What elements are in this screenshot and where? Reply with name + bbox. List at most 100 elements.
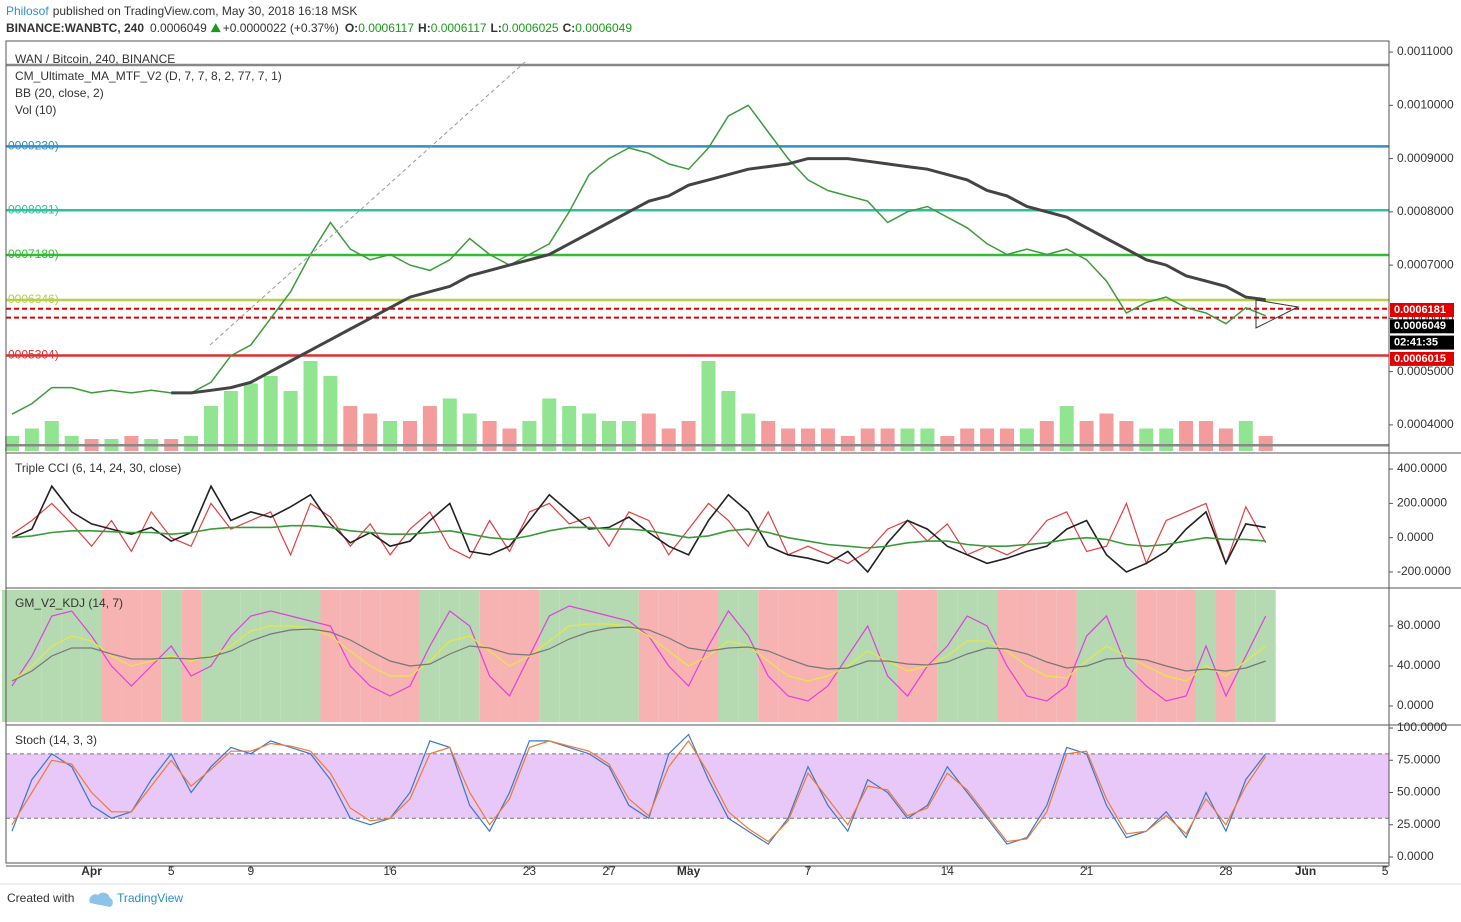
- y-tick-label: 50.0000: [1397, 785, 1441, 799]
- volume-bar: [681, 421, 696, 451]
- volume-bar: [940, 436, 955, 451]
- price-label-box: [1390, 351, 1454, 366]
- level-label: 0006346): [8, 292, 59, 306]
- volume-bar: [701, 361, 716, 451]
- header-line: Philosof published on TradingView.com, Ma…: [6, 4, 357, 18]
- kdj-zone: [1136, 590, 1157, 722]
- x-tick-label: 16: [383, 864, 397, 878]
- y-tick-label: 0.0010000: [1397, 97, 1454, 111]
- kdj-zone: [599, 590, 619, 722]
- level-label: 0008031): [8, 202, 59, 216]
- price-label: 0.0006015: [1394, 353, 1446, 365]
- ohlc-key: O:: [345, 21, 358, 35]
- kdj-zone: [1096, 590, 1117, 722]
- x-tick-label: Jun: [1295, 864, 1316, 878]
- legend-text: WAN / Bitcoin, 240, BINANCE: [15, 52, 175, 66]
- volume-bar: [980, 428, 995, 451]
- x-tick-label: 27: [602, 864, 616, 878]
- volume-bar: [303, 361, 318, 451]
- volume-bar: [44, 421, 59, 451]
- kdj-zone: [957, 590, 978, 722]
- kdj-zone: [798, 590, 818, 722]
- volume-bar: [1119, 421, 1134, 451]
- kdj-zone: [997, 590, 1017, 722]
- volume-bar: [1258, 436, 1273, 451]
- volume-bar: [363, 413, 378, 451]
- kdj-zone: [1156, 590, 1177, 722]
- volume-bar: [5, 436, 19, 451]
- volume-bar: [721, 391, 736, 451]
- kdj-zone: [360, 590, 381, 722]
- series-line: [171, 157, 1266, 395]
- volume-bar: [900, 428, 915, 451]
- volume-bar: [820, 428, 835, 451]
- volume-bar: [582, 413, 597, 451]
- y-tick-label: 0.0011000: [1397, 44, 1453, 58]
- volume-bar: [482, 421, 497, 451]
- series-line: [11, 623, 1267, 682]
- plot-area: 0.00040000.00050000.00060000.00070000.00…: [2, 41, 1461, 878]
- volume-bar: [781, 428, 796, 451]
- kdj-zone: [718, 590, 739, 722]
- volume-bar: [1000, 428, 1014, 451]
- volume-bar: [383, 421, 398, 451]
- x-tick-label: 21: [1080, 864, 1094, 878]
- y-tick-label: 400.0000: [1397, 461, 1447, 475]
- stoch-band: [6, 753, 1389, 819]
- x-tick-label: 9: [247, 864, 254, 878]
- volume-bar: [1238, 421, 1253, 451]
- last-price: 0.0006049: [150, 21, 207, 35]
- volume-bar: [920, 428, 935, 451]
- volume-bar: [462, 413, 477, 451]
- legend-text: Vol (10): [15, 103, 56, 117]
- kdj-zone: [121, 590, 142, 722]
- volume-bar: [184, 436, 199, 451]
- volume-bar: [602, 421, 616, 451]
- published: published on TradingView.com, May 30, 20…: [53, 4, 358, 18]
- volume-bar: [1019, 428, 1034, 451]
- symbol-line: BINANCE:WANBTC, 240 0.0006049 +0.0000022 (…: [6, 21, 632, 35]
- price-label: 0.0006049: [1394, 320, 1446, 332]
- ohlc-key: L:: [491, 21, 502, 35]
- kdj-zone: [857, 590, 878, 722]
- kdj-zone: [579, 590, 600, 722]
- legend-text: BB (20, close, 2): [15, 86, 104, 100]
- volume-bar: [1139, 428, 1154, 451]
- frame: [5, 40, 1390, 864]
- y-tick-label: -200.0000: [1397, 564, 1451, 578]
- kdj-zone: [2, 590, 22, 722]
- kdj-zone: [1176, 590, 1197, 722]
- y-tick-label: 200.0000: [1397, 496, 1447, 510]
- x-tick-label: May: [677, 864, 701, 878]
- series-line: [11, 733, 1267, 845]
- y-tick-label: 100.0000: [1397, 720, 1447, 734]
- volume-bar: [1079, 421, 1094, 451]
- volume-bar: [542, 398, 557, 451]
- ohlc-key: H:: [418, 21, 431, 35]
- kdj-zone: [459, 590, 480, 722]
- kdj-zone: [181, 590, 202, 722]
- volume-bar: [621, 421, 636, 451]
- kdj-zone: [778, 590, 799, 722]
- change: +0.0000022 (+0.37%): [223, 21, 339, 35]
- x-tick-label: 23: [523, 864, 537, 878]
- level-label: 0007189): [8, 247, 59, 261]
- trend-line: [209, 61, 526, 346]
- level-label: 0009230): [8, 139, 59, 153]
- volume-bar: [840, 436, 855, 451]
- kdj-zone: [877, 590, 898, 722]
- ohlc-value: 0.0006049: [575, 21, 632, 35]
- footer-brand[interactable]: TradingView: [117, 891, 183, 905]
- footer-text: Created with: [7, 891, 74, 905]
- kdj-zone: [439, 590, 460, 722]
- y-tick-label: 0.0008000: [1397, 204, 1454, 218]
- price-label-box: [1390, 303, 1454, 317]
- kdj-zone: [1016, 590, 1037, 722]
- kdj-zone: [479, 590, 500, 722]
- legend-text: CM_Ultimate_MA_MTF_V2 (D, 7, 7, 8, 2, 77…: [15, 69, 282, 83]
- ohlc-value: 0.0006025: [502, 21, 559, 35]
- kdj-zone: [1255, 590, 1276, 722]
- x-tick-label: 5: [168, 864, 175, 878]
- series-line: [11, 501, 1267, 566]
- y-tick-label: 0.0000: [1397, 530, 1434, 544]
